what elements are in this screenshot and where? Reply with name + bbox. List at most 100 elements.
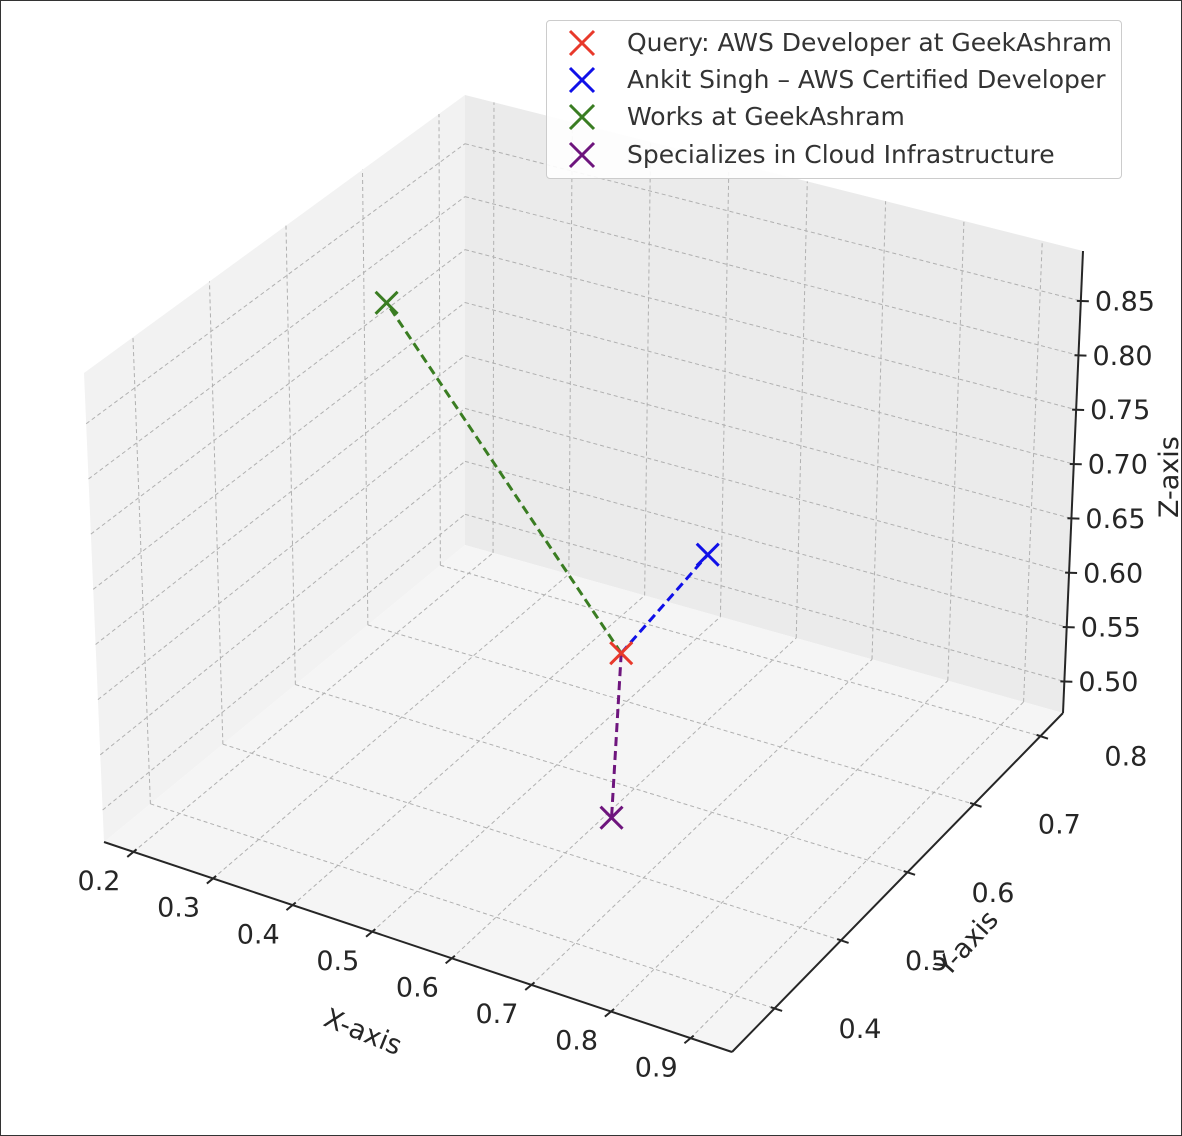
grid-line [719, 161, 730, 617]
grid-line [208, 281, 224, 745]
y-tick-label: 0.4 [839, 1014, 882, 1045]
z-tick-label: 0.50 [1078, 667, 1138, 698]
z-tick-label: 0.65 [1085, 504, 1145, 535]
grid-line [644, 141, 652, 596]
grid-line [464, 513, 1065, 682]
grid-line [492, 102, 495, 553]
left-pane [84, 95, 465, 842]
back-pane [465, 95, 1083, 713]
grid-line [464, 407, 1070, 574]
z-tick-label: 0.60 [1083, 558, 1143, 589]
y-axis-line [731, 712, 1064, 1053]
z-tick-label: 0.55 [1081, 613, 1141, 644]
x-tick-label: 0.7 [476, 999, 519, 1030]
grid-line [367, 624, 975, 805]
z-axis-line [1062, 250, 1084, 714]
data-point-marker [599, 805, 624, 830]
data-point-marker [609, 641, 634, 666]
z-axis-label: Z-axis [1154, 436, 1182, 518]
tick-labels: 0.20.30.40.50.60.70.80.90.40.50.60.70.80… [78, 287, 1155, 1084]
legend-marker-icon [568, 141, 596, 169]
grid-line [92, 302, 466, 590]
grid-lines [85, 102, 1081, 1039]
grid-line [361, 169, 369, 625]
grid-line [150, 803, 775, 1009]
y-tick-label: 0.8 [1104, 742, 1147, 773]
tick-mark [836, 938, 849, 944]
tick-mark [683, 1034, 695, 1045]
z-tick-label: 0.80 [1092, 341, 1152, 372]
tick-mark [365, 928, 376, 938]
grid-line [295, 684, 908, 873]
grid-line [132, 337, 151, 804]
grid-line [464, 249, 1077, 411]
x-axis-line [103, 841, 733, 1053]
grid-line [222, 743, 842, 941]
y-tick-label: 0.7 [1038, 810, 1081, 841]
tick-mark [770, 1006, 783, 1012]
x-axis-label: X-axis [319, 1003, 406, 1062]
x-tick-label: 0.6 [396, 972, 439, 1003]
grid-line [90, 249, 466, 535]
data-point-marker [695, 542, 720, 567]
legend-label: Works at GeekAshram [627, 102, 905, 131]
grid-line [610, 680, 949, 1012]
grid-line [95, 355, 466, 645]
y-tick-label: 0.6 [971, 878, 1014, 909]
grid-line [531, 658, 873, 986]
x-tick-label: 0.5 [316, 946, 359, 977]
z-tick-label: 0.85 [1095, 287, 1155, 318]
legend-marker-icon [568, 103, 596, 131]
legend-label: Specializes in Cloud Infrastructure [627, 140, 1055, 169]
legend-label: Ankit Singh – AWS Certified Developer [627, 65, 1106, 94]
data-points [374, 290, 720, 830]
grid-line [451, 637, 797, 959]
grid-line [440, 564, 1041, 737]
tick-mark [285, 901, 297, 911]
legend-label: Query: AWS Developer at GeekAshram [627, 28, 1112, 57]
grid-line [85, 143, 466, 425]
grid-line [292, 595, 645, 906]
data-point-marker [374, 290, 399, 315]
grid-line [102, 513, 466, 811]
grid-line [464, 460, 1067, 628]
grid-line [464, 196, 1079, 356]
legend-marker-icon [568, 29, 596, 57]
tick-mark [126, 848, 138, 858]
grid-line [795, 181, 808, 639]
z-tick-label: 0.75 [1090, 395, 1150, 426]
tick-mark [604, 1008, 615, 1018]
x-tick-label: 0.3 [157, 893, 200, 924]
connection-lines [385, 301, 709, 818]
axes [103, 250, 1084, 1053]
tick-mark [1036, 733, 1049, 740]
tick-mark [903, 870, 916, 876]
grid-line [212, 573, 570, 879]
floor-pane [104, 545, 1063, 1052]
y-tick-label: 0.5 [905, 946, 948, 977]
z-tick-label: 0.70 [1088, 450, 1148, 481]
grid-line [568, 122, 573, 575]
connection-line [385, 301, 623, 655]
grid-line [690, 701, 1024, 1039]
x-tick-label: 0.8 [555, 1026, 598, 1057]
tick-mark [969, 801, 982, 808]
grid-line [97, 408, 466, 701]
legend-marker-icon [568, 66, 596, 94]
tick-mark [524, 981, 536, 991]
grid-line [871, 201, 887, 660]
grid-line [371, 616, 721, 933]
grid-line [99, 460, 466, 756]
grid-line [88, 196, 466, 480]
connection-line [620, 553, 709, 655]
x-tick-label: 0.4 [237, 919, 280, 950]
x-tick-label: 0.2 [78, 866, 121, 897]
y-axis-label: Y-axis [929, 905, 1004, 984]
tick-mark [206, 875, 217, 885]
grid-line [438, 113, 441, 566]
tick-mark [445, 954, 456, 965]
x-tick-label: 0.9 [635, 1052, 678, 1083]
chart-legend: Query: AWS Developer at GeekAshram Ankit… [546, 20, 1122, 179]
